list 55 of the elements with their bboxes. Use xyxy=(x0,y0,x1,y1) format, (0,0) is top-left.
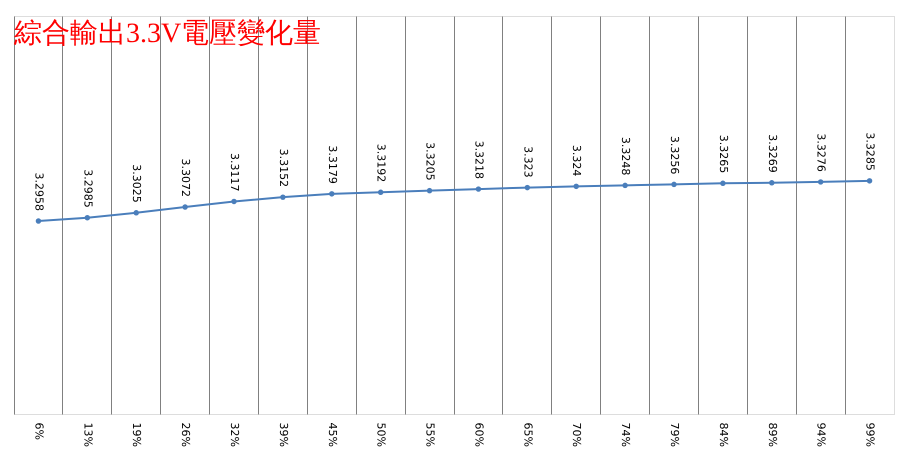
data-label: 3.3072 xyxy=(179,158,192,198)
x-tick-label: 65% xyxy=(521,422,534,447)
x-tick-label: 60% xyxy=(472,422,486,447)
data-label: 3.324 xyxy=(570,144,584,176)
point xyxy=(378,190,384,195)
x-tick-label: 94% xyxy=(814,422,828,447)
point xyxy=(720,180,726,186)
point xyxy=(622,182,628,188)
point xyxy=(671,182,677,188)
point xyxy=(280,194,286,200)
x-tick-label: 26% xyxy=(179,422,192,447)
data-label: 3.3285 xyxy=(864,132,877,171)
x-tick-label: 6% xyxy=(32,422,46,440)
data-label: 3.3025 xyxy=(130,164,144,203)
point xyxy=(426,188,432,194)
point xyxy=(182,204,188,210)
x-tick-label: 79% xyxy=(668,422,681,447)
data-label: 3.323 xyxy=(521,146,534,178)
point xyxy=(476,186,482,192)
x-tick-label: 39% xyxy=(276,422,290,447)
data-label: 3.3205 xyxy=(424,142,437,181)
point xyxy=(573,184,579,190)
data-label: 3.3152 xyxy=(276,148,290,188)
data-label: 3.3192 xyxy=(374,144,388,182)
x-tick-label: 13% xyxy=(81,422,94,447)
x-tick-label: 70% xyxy=(570,422,584,447)
point xyxy=(36,218,42,224)
x-tick-label: 50% xyxy=(374,422,388,447)
data-label: 3.3179 xyxy=(326,145,339,184)
point xyxy=(524,184,530,190)
point xyxy=(133,210,139,216)
x-tick-label: 99% xyxy=(864,422,877,447)
point xyxy=(818,179,824,185)
data-label: 3.2985 xyxy=(81,169,94,208)
data-label: 3.3269 xyxy=(766,134,779,173)
point xyxy=(84,214,90,220)
data-label: 3.3265 xyxy=(716,134,730,174)
x-tick-label: 32% xyxy=(228,422,241,447)
point xyxy=(866,178,872,184)
x-tick-label: 74% xyxy=(619,422,632,447)
x-tick-label: 19% xyxy=(130,422,144,447)
data-label: 3.3256 xyxy=(668,136,681,174)
chart-title: 綜合輸出3.3V電壓變化量 xyxy=(13,18,322,49)
point xyxy=(329,191,335,197)
data-label: 3.2958 xyxy=(32,172,46,212)
data-label: 3.3276 xyxy=(814,133,828,172)
x-tick-label: 55% xyxy=(424,422,437,447)
x-tick-label: 84% xyxy=(716,422,730,447)
data-label: 3.3117 xyxy=(228,152,241,192)
data-label: 3.3218 xyxy=(472,140,486,180)
data-label: 3.3248 xyxy=(619,136,632,176)
x-tick-label: 45% xyxy=(326,422,339,447)
x-tick-label: 89% xyxy=(766,422,779,447)
point xyxy=(231,198,237,204)
point xyxy=(769,180,775,186)
